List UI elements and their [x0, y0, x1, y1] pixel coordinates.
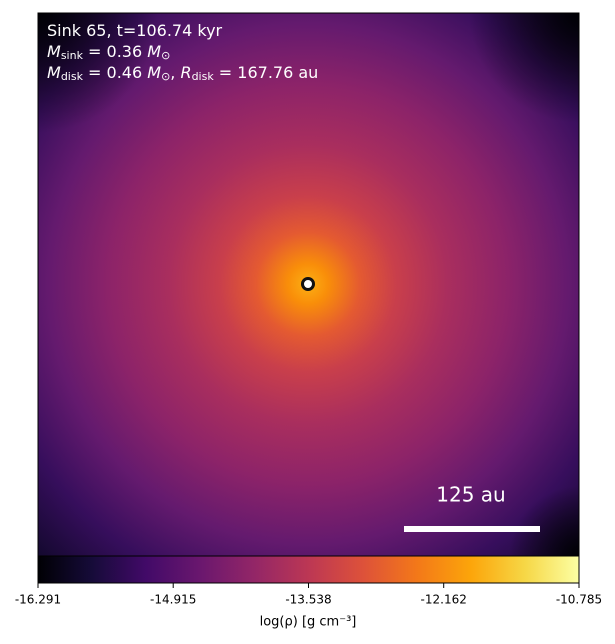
- annotation-part: = 0.36: [83, 42, 147, 61]
- annotation-line: Msink = 0.36 M⊙: [47, 42, 170, 63]
- annotation-part: ⊙: [161, 49, 170, 62]
- colorbar-label: log(ρ) [g cm⁻³]: [260, 615, 357, 630]
- annotation-part: disk: [192, 70, 215, 83]
- annotation-part: R: [180, 63, 191, 82]
- scale-bar: [404, 526, 540, 532]
- colorbar-ticks: -16.291 -14.915 -13.538 -12.162 -10.785: [15, 583, 602, 607]
- tick-label: -12.162: [421, 593, 467, 607]
- annotation-line: Mdisk = 0.46 M⊙, Rdisk = 167.76 au: [47, 63, 318, 84]
- annotation-line: Sink 65, t=106.74 kyr: [47, 21, 223, 40]
- annotation-part: = 167.76 au: [214, 63, 319, 82]
- annotation-part: M: [47, 63, 61, 82]
- tick-label: -10.785: [556, 593, 602, 607]
- tick-label: -13.538: [285, 593, 331, 607]
- colorbar: [37, 555, 580, 584]
- annotation-part: M: [147, 42, 161, 61]
- annotation-part: ⊙: [161, 70, 170, 83]
- scale-bar-label: 125 au: [436, 483, 505, 507]
- annotation-part: M: [47, 42, 61, 61]
- sink-marker: [301, 277, 315, 291]
- tick-label: -14.915: [150, 593, 196, 607]
- annotation-part: M: [147, 63, 161, 82]
- tick-label: -16.291: [15, 593, 61, 607]
- annotation-part: = 0.46: [83, 63, 147, 82]
- annotation-part: disk: [61, 70, 84, 83]
- annotation-part: ,: [170, 63, 180, 82]
- annotation-part: Sink 65, t=106.74 kyr: [47, 21, 223, 40]
- annotation-part: sink: [61, 49, 84, 62]
